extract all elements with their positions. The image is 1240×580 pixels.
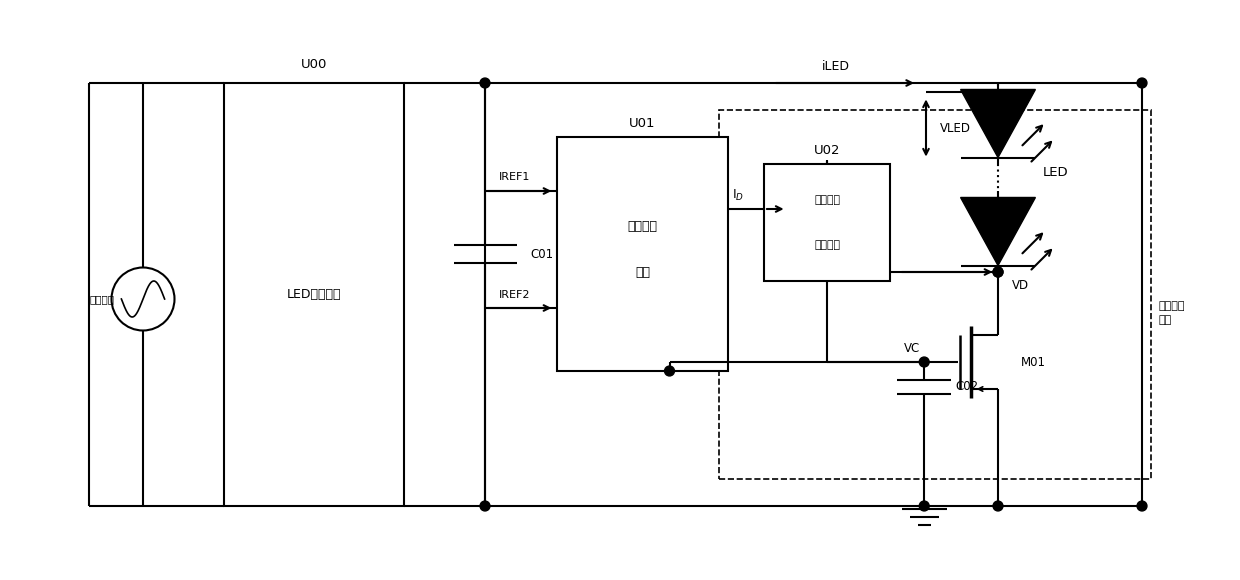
Bar (557, 137, 728, 371)
Polygon shape (961, 197, 1035, 266)
Circle shape (993, 267, 1003, 277)
Circle shape (480, 501, 490, 511)
Text: U02: U02 (813, 144, 841, 157)
Circle shape (919, 357, 929, 367)
Text: M01: M01 (1021, 356, 1045, 368)
Text: 电流调节: 电流调节 (627, 220, 657, 234)
Text: 产生模块: 产生模块 (813, 240, 839, 250)
Text: U01: U01 (629, 117, 656, 130)
Text: VC: VC (904, 342, 920, 355)
Text: I$_D$: I$_D$ (733, 188, 745, 203)
Circle shape (993, 501, 1003, 511)
Text: 模块: 模块 (635, 266, 650, 278)
Text: iLED: iLED (822, 60, 849, 73)
Text: 纹波消除
模块: 纹波消除 模块 (1158, 300, 1184, 325)
Circle shape (1137, 78, 1147, 88)
Text: IREF2: IREF2 (498, 289, 529, 299)
Text: LED驱动电路: LED驱动电路 (286, 288, 341, 301)
Text: C01: C01 (529, 248, 553, 260)
Text: 交流输入: 交流输入 (89, 294, 114, 304)
Circle shape (480, 78, 490, 88)
Text: VD: VD (1012, 279, 1029, 292)
Text: U00: U00 (301, 59, 327, 71)
Bar (719, 110, 1151, 479)
Bar (764, 164, 890, 281)
Text: 检测信号: 检测信号 (813, 195, 839, 205)
Circle shape (993, 267, 1003, 277)
Text: IREF1: IREF1 (498, 172, 529, 183)
Text: VLED: VLED (940, 121, 971, 135)
Circle shape (919, 501, 929, 511)
Polygon shape (961, 89, 1035, 158)
Circle shape (665, 366, 675, 376)
Circle shape (1137, 501, 1147, 511)
Bar (224, 83, 404, 506)
Text: C02: C02 (956, 380, 978, 393)
Text: LED: LED (1043, 166, 1069, 179)
